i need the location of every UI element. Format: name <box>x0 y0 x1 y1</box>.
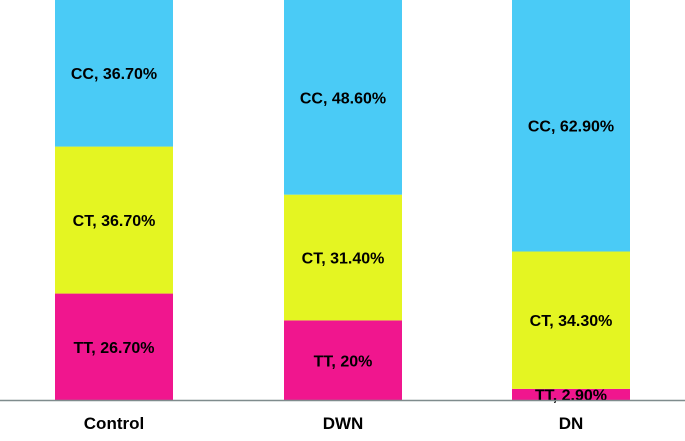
data-label: CC, 36.70% <box>71 66 157 83</box>
bar-segment-tt-dn <box>512 388 630 401</box>
bar-segment-cc-dwn <box>284 0 402 195</box>
x-tick-label: DN <box>559 414 584 433</box>
x-tick-label: Control <box>84 414 144 433</box>
bar-segment-tt-dwn <box>284 320 402 401</box>
bar-segment-ct-dn <box>512 251 630 389</box>
data-label: TT, 2.90% <box>535 388 607 405</box>
data-label: CC, 48.60% <box>300 90 386 107</box>
bar-segment-cc-dn <box>512 0 630 252</box>
bar-segment-tt-control <box>55 293 173 401</box>
data-label: TT, 20% <box>314 353 373 370</box>
data-label: CT, 31.40% <box>302 251 385 268</box>
bar-segment-cc-control <box>55 0 173 147</box>
data-label: CT, 36.70% <box>73 213 156 230</box>
x-tick-label: DWN <box>323 414 364 433</box>
data-label: TT, 26.70% <box>74 340 155 357</box>
bar-segment-ct-control <box>55 146 173 294</box>
bar-segment-ct-dwn <box>284 194 402 321</box>
data-label: CC, 62.90% <box>528 119 614 136</box>
data-label: CT, 34.30% <box>530 313 613 330</box>
